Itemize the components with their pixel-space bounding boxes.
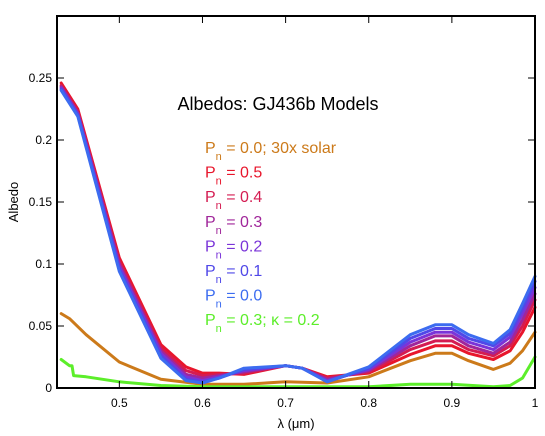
legend-entry-0: Pn = 0.0; 30x solar: [205, 140, 337, 163]
y-tick-label: 0.05: [29, 319, 53, 333]
x-axis-label: λ (μm): [277, 416, 314, 431]
legend-entry-4: Pn = 0.2: [205, 238, 262, 261]
x-tick-label: 0.6: [194, 396, 211, 410]
legend-entry-5: Pn = 0.1: [205, 263, 262, 286]
axis-ticks: 0.5 0.6 0.7 0.8 0.9 1 0 0.05 0.1 0.15 0.2 0.25: [29, 16, 539, 410]
series-line-7: [59, 355, 537, 389]
y-tick-label: 0.25: [29, 71, 53, 85]
x-tick-label: 0.7: [277, 396, 294, 410]
y-tick-label: 0.2: [35, 133, 52, 147]
x-tick-label: 0.5: [111, 396, 128, 410]
legend-entry-2: Pn = 0.4: [205, 189, 262, 212]
x-tick-label: 0.9: [444, 396, 461, 410]
x-tick-label: 1: [532, 396, 539, 410]
x-tick-label: 0.8: [360, 396, 377, 410]
series-line-0: [59, 312, 537, 386]
plot-lines: [59, 81, 537, 389]
legend-entry-1: Pn = 0.5: [205, 165, 262, 188]
chart-title: Albedos: GJ436b Models: [177, 94, 378, 114]
legend-entry-6: Pn = 0.0: [205, 288, 262, 311]
series-line-6: [59, 88, 537, 385]
y-tick-label: 0.15: [29, 195, 53, 209]
y-axis-label: Albedo: [6, 182, 21, 222]
y-tick-label: 0.1: [35, 257, 52, 271]
y-tick-label: 0: [45, 381, 52, 395]
legend-entry-7: Pn = 0.3; κ = 0.2: [205, 312, 320, 335]
legend-entry-3: Pn = 0.3: [205, 214, 262, 237]
